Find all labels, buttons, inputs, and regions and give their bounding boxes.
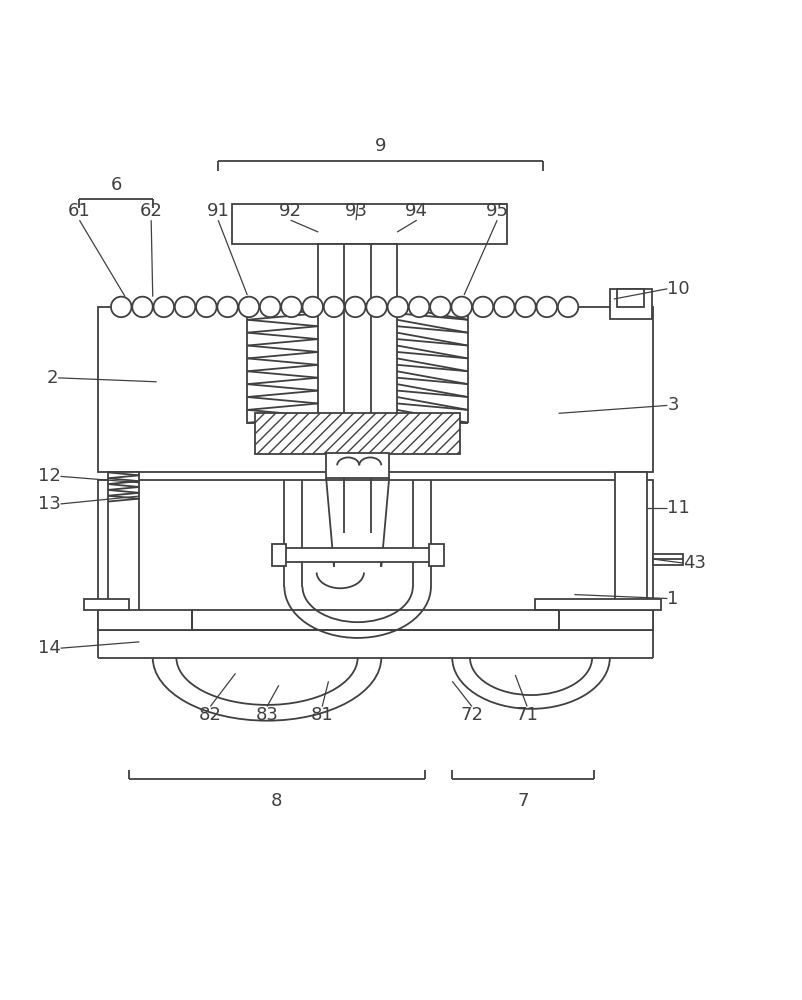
Bar (535, 599, 661, 610)
Bar (272, 544, 286, 566)
Text: 7: 7 (517, 792, 529, 810)
Text: 2: 2 (47, 369, 59, 387)
Circle shape (387, 297, 408, 317)
Bar (559, 610, 653, 630)
Text: 94: 94 (405, 202, 428, 220)
Bar (429, 544, 444, 566)
Text: 14: 14 (38, 639, 60, 657)
Circle shape (537, 297, 557, 317)
Circle shape (452, 297, 472, 317)
Circle shape (260, 297, 281, 317)
Text: 81: 81 (311, 706, 334, 724)
Circle shape (409, 297, 429, 317)
Bar (98, 610, 192, 630)
Circle shape (196, 297, 217, 317)
Bar (617, 289, 644, 307)
Bar (610, 289, 651, 319)
Bar (247, 307, 318, 423)
Circle shape (302, 297, 323, 317)
Text: 92: 92 (279, 202, 302, 220)
Bar (232, 204, 508, 244)
Text: 9: 9 (375, 137, 387, 155)
Bar (653, 554, 683, 565)
Circle shape (217, 297, 238, 317)
Circle shape (494, 297, 515, 317)
Circle shape (345, 297, 366, 317)
Bar (326, 453, 389, 478)
Circle shape (324, 297, 344, 317)
Text: 62: 62 (140, 202, 163, 220)
Text: 82: 82 (199, 706, 221, 724)
Text: 6: 6 (111, 176, 122, 194)
Circle shape (430, 297, 451, 317)
Circle shape (367, 297, 387, 317)
Text: 61: 61 (68, 202, 91, 220)
Bar (84, 599, 129, 610)
Text: 93: 93 (345, 202, 367, 220)
Circle shape (558, 297, 578, 317)
Circle shape (472, 297, 493, 317)
Circle shape (132, 297, 152, 317)
Circle shape (153, 297, 174, 317)
Text: 91: 91 (207, 202, 229, 220)
Circle shape (239, 297, 259, 317)
Circle shape (282, 297, 302, 317)
Bar (98, 307, 653, 472)
Text: 10: 10 (667, 280, 690, 298)
Circle shape (175, 297, 196, 317)
Circle shape (111, 297, 132, 317)
Text: 8: 8 (271, 792, 282, 810)
Text: 3: 3 (667, 396, 678, 414)
Circle shape (515, 297, 536, 317)
Text: 72: 72 (460, 706, 484, 724)
Bar (279, 548, 436, 562)
Text: 71: 71 (516, 706, 538, 724)
Text: 13: 13 (38, 495, 60, 513)
Text: 12: 12 (38, 467, 60, 485)
Bar (107, 472, 140, 630)
Text: 43: 43 (683, 554, 706, 572)
Bar (318, 244, 397, 307)
Text: 1: 1 (667, 590, 678, 608)
Text: 83: 83 (256, 706, 278, 724)
Text: 11: 11 (667, 499, 691, 517)
Bar (98, 480, 653, 630)
Text: 95: 95 (486, 202, 508, 220)
Bar (615, 472, 647, 630)
Bar (255, 413, 460, 454)
